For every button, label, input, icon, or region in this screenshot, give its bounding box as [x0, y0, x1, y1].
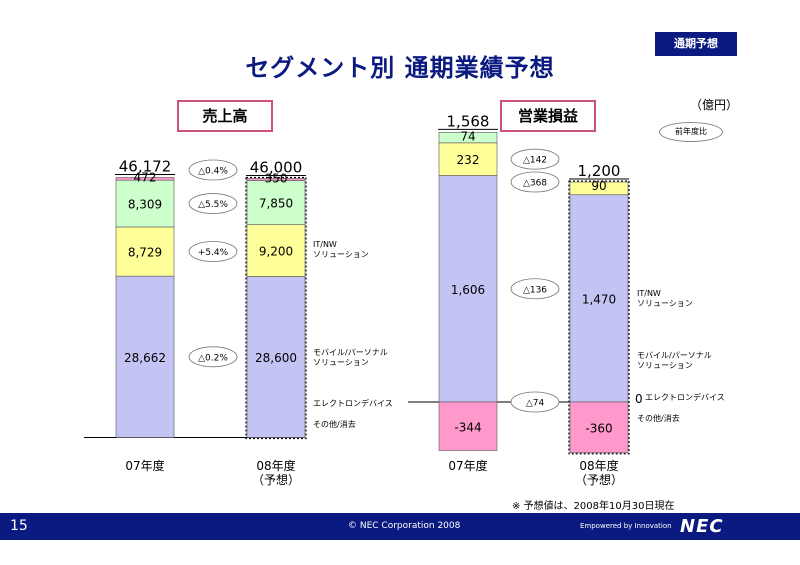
- opinc-change-text-1: △136: [523, 285, 547, 295]
- sales-bar-1-seg-2: [246, 180, 306, 225]
- sales-bar-0-label-0: 28,662: [124, 351, 166, 365]
- opinc-bar-1-label-0: 1,470: [582, 292, 616, 306]
- opinc-zero-label: 0: [635, 392, 643, 406]
- opinc-bar-1-seg-1: [569, 181, 629, 196]
- opinc-change-text-3: △74: [526, 399, 545, 409]
- footer-bar: 15 © NEC Corporation 2008 Empowered by I…: [0, 513, 800, 540]
- sales-bar-1-seg-1: [246, 224, 306, 277]
- opinc-category-0: 07年度: [448, 458, 487, 473]
- sales-change-oval-2: [188, 241, 238, 262]
- opinc-bar-0-seg-1: [438, 142, 498, 176]
- sales-bar-0-seg-0: [115, 275, 175, 438]
- opinc-bar-0-seg-2: [438, 132, 498, 144]
- sales-change-oval-3: [188, 193, 238, 214]
- page-number: 15: [10, 518, 28, 534]
- slide-title: セグメント別 通期業績予想: [245, 54, 555, 82]
- sales-change-oval-0: [188, 159, 238, 181]
- sales-change-text-1: △0.2%: [198, 353, 228, 363]
- sales-bar-0-label-1: 8,729: [128, 246, 162, 260]
- opinc-bar-0-label-0: 1,606: [451, 283, 485, 297]
- opinc-change-text-2: △142: [523, 156, 547, 166]
- sales-change-text-3: △5.5%: [198, 200, 228, 210]
- opinc-bar-0-seg-3: [438, 401, 498, 451]
- sales-legend-0: IT/NW ソリューション: [313, 240, 369, 259]
- sales-bar-1-label-2: 7,850: [259, 197, 293, 211]
- opinc-bar-1-seg-0: [569, 194, 629, 403]
- forecast-tag: 通期予想: [655, 32, 737, 56]
- tagline: Empowered by Innovation: [580, 522, 672, 530]
- sales-bar-1-label-0: 28,600: [255, 351, 297, 365]
- sales-bar-1-seg-3: [246, 178, 306, 181]
- opinc-change-oval-3: [510, 391, 560, 413]
- sales-change-oval-1: [188, 346, 238, 368]
- opinc-bar-1-seg-3: [569, 401, 629, 454]
- opinc-change-text-0: △368: [523, 179, 547, 189]
- sales-total-0: 46,172: [119, 158, 172, 176]
- opinc-legend-1: モバイル/パーソナルソリューション: [637, 351, 712, 370]
- unit-label: （億円）: [690, 98, 739, 112]
- sales-legend-1: モバイル/パーソナルソリューション: [313, 348, 388, 367]
- opinc-forecast-outline: [568, 180, 630, 455]
- opinc-change-oval-0: [510, 171, 560, 193]
- sales-total-1: 46,000: [250, 158, 303, 176]
- opinc-legend-2: エレクトロンデバイス: [645, 392, 725, 402]
- sales-forecast-outline: [245, 176, 307, 440]
- opinc-total-1: 1,200: [578, 162, 621, 180]
- sales-bar-0-label-2: 8,309: [128, 198, 162, 212]
- opinc-legend-3: その他/消去: [637, 413, 680, 423]
- opinc-change-oval-1: [510, 278, 560, 300]
- sales-category-0: 07年度: [125, 458, 164, 473]
- sales-bar-0-seg-2: [115, 179, 175, 228]
- opinc-legend-0: IT/NW ソリューション: [637, 289, 693, 308]
- sales-change-text-2: +5.4%: [198, 248, 229, 258]
- opinc-bar-1-label-1: 90: [591, 179, 606, 193]
- nec-logo: NEC: [680, 516, 724, 537]
- sales-legend-2: エレクトロンデバイス: [313, 398, 393, 408]
- opinc-bar-0-label-1: 232: [457, 153, 480, 167]
- copyright: © NEC Corporation 2008: [348, 521, 461, 531]
- opinc-bar-0-label-3: -344: [454, 420, 481, 434]
- sales-change-text-0: △0.4%: [198, 167, 228, 177]
- sales-legend-3: その他/消去: [313, 419, 356, 429]
- opinc-total-0: 1,568: [447, 112, 490, 130]
- opinc-category-1: 08年度（予想）: [575, 458, 623, 487]
- sales-bar-0-seg-1: [115, 226, 175, 277]
- op-income-chart-title: 営業損益: [500, 100, 596, 132]
- sales-chart-title: 売上高: [177, 100, 273, 132]
- forecast-note: ※ 予想値は、2008年10月30日現在: [512, 501, 675, 512]
- prev-year-legend: 前年度比: [659, 122, 723, 142]
- opinc-bar-1-label-3: -360: [585, 421, 612, 435]
- sales-bar-0-seg-3: [115, 177, 175, 181]
- opinc-change-oval-2: [510, 148, 560, 170]
- opinc-bar-0-label-2: 74: [460, 129, 475, 143]
- opinc-bar-0-seg-0: [438, 175, 498, 403]
- sales-category-1: 08年度（予想）: [252, 458, 300, 487]
- sales-bar-1-label-1: 9,200: [259, 245, 293, 259]
